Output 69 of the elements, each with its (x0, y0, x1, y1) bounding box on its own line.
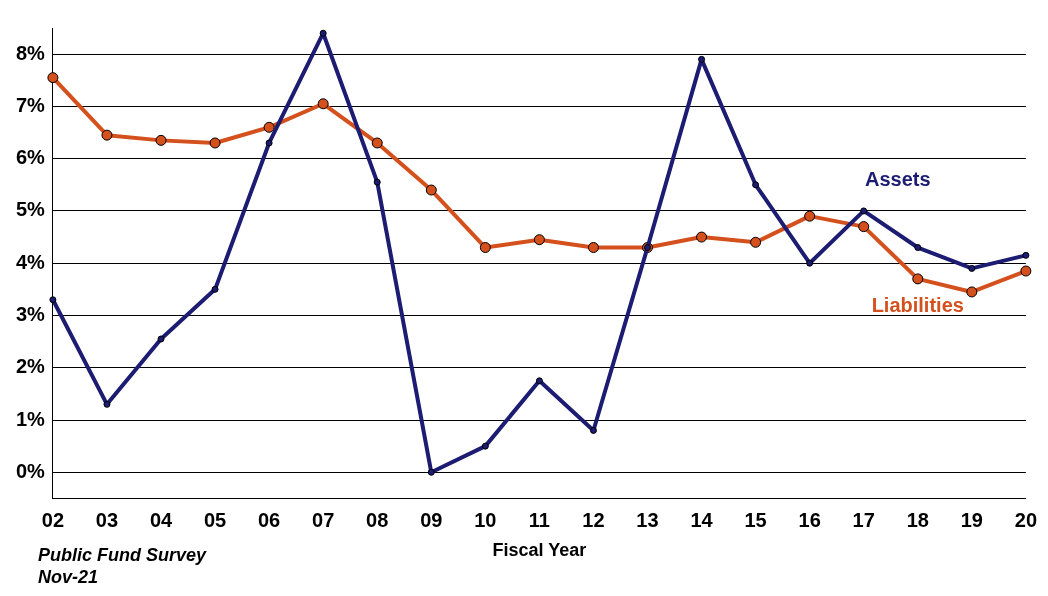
series-label: Liabilities (871, 293, 964, 316)
point (1020, 265, 1032, 277)
point (914, 244, 922, 252)
point (589, 426, 597, 434)
point (698, 55, 706, 63)
x-tick-label: 07 (312, 508, 335, 531)
text: Nov-21 (38, 566, 100, 588)
x-tick-label: 11 (528, 508, 550, 531)
x-tick-label: 18 (906, 508, 929, 531)
text: Public Fund Survey (38, 544, 207, 566)
point (804, 210, 816, 222)
point (481, 442, 489, 450)
point (858, 221, 870, 233)
x-tick-label: 09 (420, 508, 443, 531)
y-tick-label: 3% (16, 302, 46, 325)
point (103, 400, 111, 408)
x-tick-label: 15 (744, 508, 767, 531)
series-label: Assets (864, 167, 931, 190)
point (317, 98, 329, 110)
x-tick-label: 17 (852, 508, 875, 531)
point (533, 234, 545, 246)
x-tick-label: 03 (95, 508, 119, 531)
point (696, 231, 708, 243)
point (587, 242, 599, 254)
x-tick-label: 12 (582, 508, 605, 531)
x-tick-label: 02 (41, 508, 65, 531)
x-tick-label: 14 (690, 508, 714, 531)
y-tick-label: 8% (16, 41, 46, 64)
point (860, 207, 868, 215)
point (211, 285, 219, 293)
point (157, 335, 165, 343)
point (1022, 251, 1030, 259)
x-tick-label: 05 (203, 508, 227, 531)
y-tick-label: 6% (16, 146, 46, 169)
point (912, 273, 924, 285)
x-tick-label: 08 (366, 508, 389, 531)
y-tick-label: 5% (16, 198, 46, 221)
point (479, 242, 491, 254)
x-tick-label: 20 (1014, 508, 1037, 531)
point (373, 178, 381, 186)
x-tick-label: 04 (149, 508, 174, 531)
point (752, 181, 760, 189)
point (155, 134, 167, 146)
x-tick-label: 16 (798, 508, 821, 531)
y-tick-label: 7% (16, 93, 46, 116)
y-tick-label: 0% (16, 459, 46, 482)
point (427, 468, 435, 476)
point (966, 286, 978, 298)
x-tick-label: 19 (960, 508, 983, 531)
x-axis-title: Fiscal Year (492, 540, 587, 561)
y-tick-label: 1% (16, 407, 46, 430)
point (371, 137, 383, 149)
point (968, 264, 976, 272)
point (263, 121, 275, 133)
point (47, 72, 59, 84)
point (319, 29, 327, 37)
point (750, 236, 762, 248)
point (806, 259, 814, 267)
point (535, 377, 543, 385)
point (425, 184, 437, 196)
x-tick-label: 13 (636, 508, 659, 531)
point (49, 296, 57, 304)
y-tick-label: 2% (16, 355, 46, 378)
point (101, 129, 113, 141)
point (265, 139, 273, 147)
x-tick-label: 10 (474, 508, 497, 531)
point (209, 137, 221, 149)
y-tick-label: 4% (16, 250, 46, 273)
x-tick-label: 06 (258, 508, 281, 531)
